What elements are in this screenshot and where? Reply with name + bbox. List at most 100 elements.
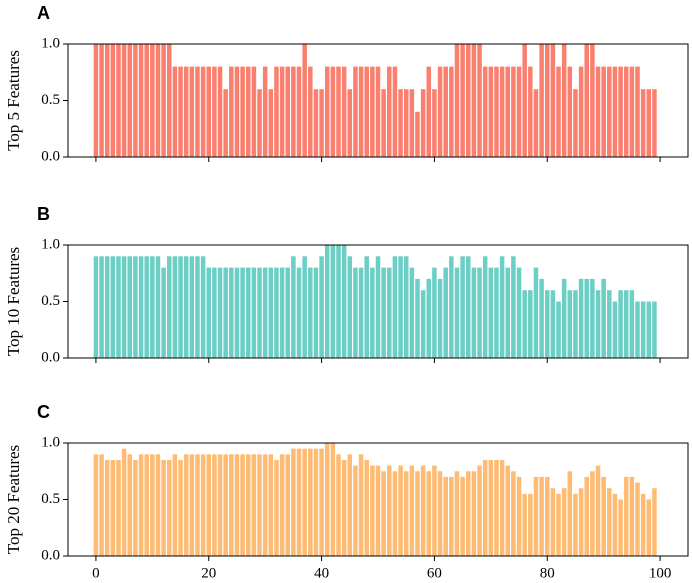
bar xyxy=(285,454,290,556)
bar xyxy=(640,89,646,157)
bar xyxy=(240,454,245,556)
bar xyxy=(291,256,296,358)
y-tick-label: 1.0 xyxy=(41,236,60,252)
bar xyxy=(195,454,200,556)
bar xyxy=(550,290,556,358)
bar xyxy=(375,256,381,358)
y-tick-label: 1.0 xyxy=(41,35,60,51)
bar xyxy=(646,301,652,358)
panel-label: C xyxy=(37,402,50,422)
bar xyxy=(167,256,172,358)
bar xyxy=(200,66,206,157)
bar xyxy=(607,66,612,157)
bar xyxy=(223,89,228,157)
bar xyxy=(607,290,612,358)
bar xyxy=(432,89,437,157)
bar xyxy=(595,66,601,157)
bar xyxy=(251,454,257,556)
bar xyxy=(324,443,330,556)
bar xyxy=(336,245,341,358)
bar xyxy=(200,454,206,556)
bar xyxy=(432,465,437,556)
bar xyxy=(285,66,290,157)
bar xyxy=(347,256,353,358)
y-tick-label: 0.0 xyxy=(41,148,60,164)
x-tick-label: 60 xyxy=(427,565,442,581)
bar xyxy=(584,278,589,358)
bar xyxy=(550,44,556,157)
bar xyxy=(206,454,212,556)
bar xyxy=(172,256,178,358)
bar xyxy=(533,476,539,556)
bar xyxy=(516,267,522,358)
bar xyxy=(482,66,488,157)
bar xyxy=(646,499,652,556)
bar xyxy=(150,256,155,358)
bar xyxy=(99,44,104,157)
bar xyxy=(573,290,578,358)
bar xyxy=(240,267,245,358)
bar xyxy=(178,459,183,556)
bar xyxy=(646,89,652,157)
bar xyxy=(432,267,437,358)
bar xyxy=(296,267,302,358)
bar xyxy=(104,459,110,556)
bar xyxy=(511,66,516,157)
bar xyxy=(437,471,443,556)
bar xyxy=(212,454,217,556)
bar xyxy=(516,476,522,556)
bar xyxy=(539,278,544,358)
bar xyxy=(466,256,471,358)
bar xyxy=(308,448,313,556)
bar xyxy=(477,465,482,556)
bar xyxy=(612,301,618,358)
bar xyxy=(629,476,635,556)
bar xyxy=(426,66,432,157)
bar xyxy=(449,66,454,157)
bar xyxy=(116,459,121,556)
bar xyxy=(279,267,285,358)
bar xyxy=(167,459,172,556)
bar xyxy=(206,66,212,157)
bar xyxy=(460,44,465,157)
bar xyxy=(409,89,415,157)
bar xyxy=(116,256,121,358)
bar xyxy=(375,66,381,157)
bar xyxy=(104,44,110,157)
bar xyxy=(364,256,369,358)
bar xyxy=(539,44,544,157)
bar xyxy=(505,465,511,556)
bar xyxy=(268,267,274,358)
y-axis-label: Top 5 Features xyxy=(4,50,23,151)
bar xyxy=(234,454,240,556)
bar xyxy=(471,267,477,358)
bar xyxy=(561,488,567,556)
bar xyxy=(652,89,657,157)
bar xyxy=(133,459,138,556)
bar xyxy=(262,454,268,556)
bar xyxy=(341,66,347,157)
bar xyxy=(358,454,364,556)
x-tick-label: 100 xyxy=(649,565,672,581)
bar xyxy=(110,44,116,157)
bar xyxy=(245,66,251,157)
bar xyxy=(302,448,307,556)
bar xyxy=(262,66,268,157)
bar xyxy=(144,44,149,157)
bar xyxy=(217,66,223,157)
bar xyxy=(212,66,217,157)
bar xyxy=(635,301,640,358)
bar xyxy=(183,66,189,157)
bar xyxy=(279,454,285,556)
bar xyxy=(189,454,195,556)
bar xyxy=(121,448,127,556)
bar xyxy=(150,44,155,157)
bar xyxy=(387,465,392,556)
bar xyxy=(590,471,595,556)
bar xyxy=(93,256,99,358)
x-tick-label: 40 xyxy=(314,565,329,581)
bar xyxy=(296,448,302,556)
bar xyxy=(144,256,149,358)
bar xyxy=(522,44,527,157)
bar xyxy=(443,476,448,556)
